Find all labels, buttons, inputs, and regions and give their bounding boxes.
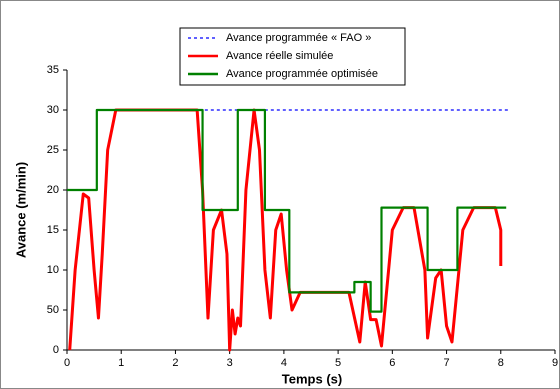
x-tick-label: 5 bbox=[335, 357, 341, 369]
x-tick-label: 6 bbox=[389, 357, 395, 369]
x-tick-label: 7 bbox=[443, 357, 449, 369]
y-tick-label: 35 bbox=[47, 64, 59, 76]
x-tick-label: 9 bbox=[552, 357, 558, 369]
y-tick-label: 10 bbox=[47, 264, 59, 276]
legend-label: Avance programmée optimisée bbox=[226, 68, 378, 80]
x-tick-label: 4 bbox=[281, 357, 287, 369]
y-tick-label: 50 bbox=[47, 304, 59, 316]
line-series bbox=[67, 108, 507, 313]
x-tick-label: 2 bbox=[172, 357, 178, 369]
y-axis-label: Avance (m/min) bbox=[13, 162, 28, 258]
legend-box bbox=[179, 27, 406, 86]
legend-label: Avance réelle simulée bbox=[226, 50, 333, 62]
legend-label: Avance programmée « FAO » bbox=[226, 32, 371, 44]
y-tick-label: 20 bbox=[47, 184, 59, 196]
x-axis-label: Temps (s) bbox=[282, 371, 342, 386]
x-tick-label: 1 bbox=[118, 357, 124, 369]
y-tick-label: 30 bbox=[47, 104, 59, 116]
y-tick-label: 0 bbox=[53, 344, 59, 356]
y-tick-label: 25 bbox=[47, 144, 59, 156]
x-tick-label: 8 bbox=[498, 357, 504, 369]
x-tick-label: 3 bbox=[227, 357, 233, 369]
y-tick-label: 15 bbox=[47, 224, 59, 236]
x-tick-label: 0 bbox=[64, 357, 70, 369]
